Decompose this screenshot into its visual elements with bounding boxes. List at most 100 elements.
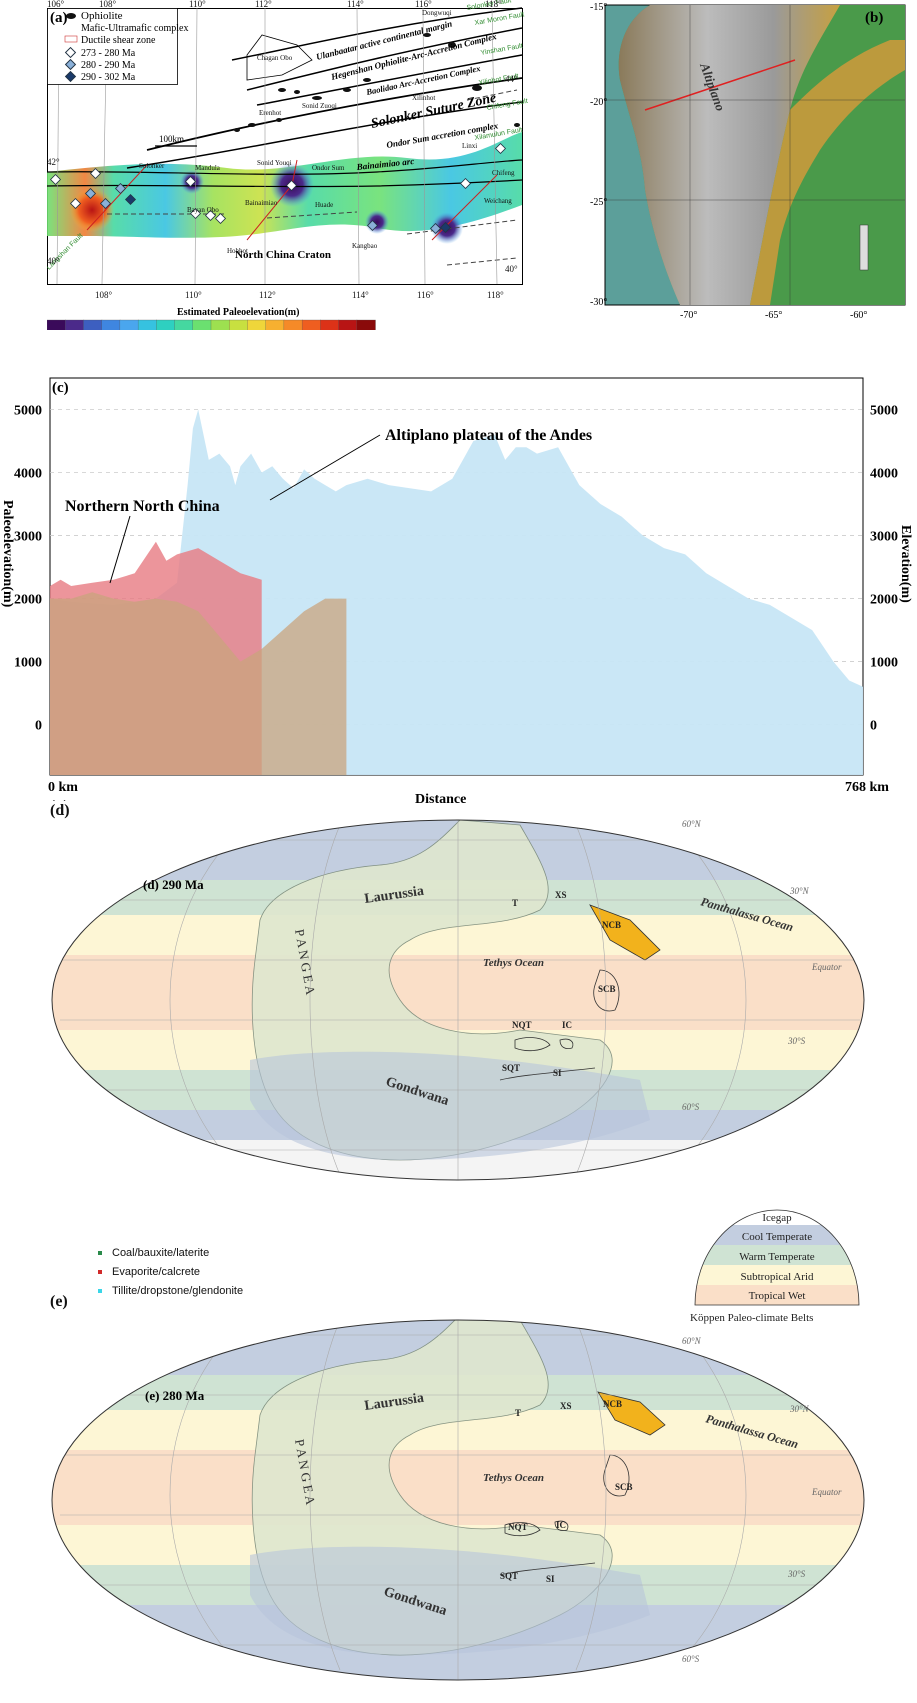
- block-label: T: [512, 898, 518, 908]
- map-title: (e) 280 Ma: [145, 1388, 205, 1403]
- lat-tick: -30°: [590, 297, 607, 308]
- evaporite-marker-icon: [98, 1269, 102, 1274]
- panel-b: Altiplano (b) -15° -20° -25° -30° -70° -…: [590, 0, 917, 321]
- block-label: XS: [555, 890, 567, 900]
- colorbar-swatch: [338, 319, 358, 339]
- proxy-legend: Coal/bauxite/laterite Evaporite/calcrete…: [98, 1243, 358, 1300]
- y-tick-label: 0: [35, 719, 42, 734]
- nnc-pointer: [109, 515, 131, 584]
- x-axis-label: Distance: [415, 792, 466, 805]
- ncb-block: [589, 904, 661, 961]
- place-label: Solonker: [139, 162, 165, 170]
- ocean-label: Tethys Ocean: [483, 1472, 544, 1484]
- colorbar-swatch: [320, 319, 340, 339]
- lat-tick: 40°: [505, 264, 518, 274]
- ncb-block: [597, 1391, 666, 1436]
- y-right-label: Elevation(m): [898, 525, 913, 603]
- altiplano-pointer: [269, 434, 381, 501]
- proxy-legend-label: Evaporite/calcrete: [112, 1265, 201, 1278]
- paleo-map-290: (d) 290 Ma Laurussia Gondwana P A N G E …: [50, 786, 865, 1181]
- colorbar-swatch: [229, 319, 249, 339]
- lat-label: Equator: [811, 1487, 842, 1497]
- block-label: NQT: [512, 1020, 532, 1030]
- zone-label: North China Craton: [235, 249, 331, 261]
- y-tick-label: 5000: [14, 404, 42, 419]
- block-label: SI: [553, 1068, 562, 1078]
- y-tick-label: 4000: [870, 467, 898, 482]
- panel-e: (e) 280 Ma Laurussia Gondwana P A N G E …: [0, 1290, 917, 1698]
- panel-a-legend: Ophiolite Mafic-Ultramafic complex Ducti…: [47, 8, 188, 85]
- panel-e-label: (e): [50, 1293, 68, 1310]
- panel-c-label: (c): [52, 380, 69, 396]
- block-label: IC: [562, 1020, 572, 1030]
- y-tick-label: 3000: [870, 530, 898, 545]
- y-tick-label: 4000: [14, 467, 42, 482]
- shear-zone-icon: [64, 35, 78, 43]
- colorbar-swatch: [174, 319, 194, 339]
- lon-tick: 114°: [352, 290, 369, 300]
- y-tick-label: 1000: [870, 656, 898, 671]
- place-label: Bainaimiao: [245, 199, 278, 207]
- nnc-title: Northern North China: [65, 498, 220, 515]
- proxy-legend-item: Tillite/dropstone/glendonite: [98, 1281, 358, 1300]
- lat-label: Equator: [811, 962, 842, 972]
- x-start-label: 0 km: [48, 780, 78, 795]
- proxy-legend-label: Tillite/dropstone/glendonite: [112, 1284, 244, 1297]
- legend-label: Ophiolite: [81, 10, 123, 22]
- place-label: Ondor Sum: [312, 164, 345, 172]
- proxy-legend-item: Evaporite/calcrete: [98, 1262, 358, 1281]
- y-tick-label: 2000: [14, 593, 42, 608]
- place-label: Sonid Youqi: [257, 159, 292, 167]
- lon-tick: 116°: [417, 290, 434, 300]
- panel-d: (d) 290 Ma Laurussia Gondwana P A N G E …: [0, 786, 917, 1220]
- climate-legend: Icegap Cool Temperate Warm Temperate Sub…: [690, 1205, 870, 1330]
- block-label: T: [515, 1408, 521, 1418]
- ophiolite-icon: [66, 13, 76, 19]
- place-label: Linxi: [462, 142, 477, 150]
- colorbar-swatch: [46, 319, 66, 339]
- y-tick-label: 3000: [14, 530, 42, 545]
- proxy-legend-item: Coal/bauxite/laterite: [98, 1243, 358, 1262]
- colorbar-swatch: [247, 319, 267, 339]
- lat-tick: 40°: [47, 256, 60, 266]
- y-tick-label: 2000: [870, 593, 898, 608]
- panel-a: Ulanbaatar active continental margin Heg…: [45, 0, 570, 354]
- lat-tick: -15°: [590, 2, 607, 13]
- scale-bar-label: 100km: [159, 134, 184, 144]
- block-label: IC: [556, 1520, 566, 1530]
- climate-legend-title: Köppen Paleo-climate Belts: [690, 1312, 813, 1324]
- place-label: Sonid Zuoqi: [302, 102, 337, 110]
- panel-b-map: Altiplano (b) -15° -20° -25° -30° -70° -…: [590, 0, 917, 321]
- block-label: SQT: [502, 1063, 520, 1073]
- lat-label: 60°S: [682, 1102, 700, 1112]
- diamond-dark-icon: [64, 70, 77, 83]
- lat-tick: -25°: [590, 197, 607, 208]
- lat-label: 30°S: [787, 1036, 806, 1046]
- tillite-marker-icon: [98, 1288, 102, 1293]
- lat-label: 60°N: [682, 1336, 702, 1346]
- legend-label: 290 - 302 Ma: [81, 72, 136, 83]
- proxy-legend-label: Coal/bauxite/laterite: [112, 1246, 210, 1259]
- colorbar-swatch: [283, 319, 303, 339]
- lon-tick: 118°: [487, 290, 504, 300]
- climate-belt-label: Tropical Wet: [749, 1290, 806, 1302]
- colorbar-swatch: [265, 319, 285, 339]
- place-label: Mandula: [195, 164, 221, 172]
- block-label: SCB: [598, 984, 616, 994]
- ocean-label: Tethys Ocean: [483, 957, 544, 969]
- place-label: Hohhot: [227, 247, 248, 255]
- lon-tick: 108°: [99, 0, 117, 9]
- diamond-mid-icon: [64, 58, 77, 71]
- climate-belt-label: Icegap: [762, 1212, 792, 1224]
- diamond-open-icon: [64, 46, 77, 59]
- colorbar-swatch: [356, 319, 376, 339]
- legend-label: Ductile shear zone: [81, 35, 156, 46]
- colorbar-swatch: [119, 319, 139, 339]
- lon-tick: -70°: [680, 310, 697, 320]
- block-label: XS: [560, 1401, 572, 1411]
- colorbar-swatch: [192, 319, 212, 339]
- lon-tick: 114°: [347, 0, 364, 9]
- y-tick-label: 0: [870, 719, 877, 734]
- lat-tick: -20°: [590, 97, 607, 108]
- lon-tick: 108°: [95, 290, 113, 300]
